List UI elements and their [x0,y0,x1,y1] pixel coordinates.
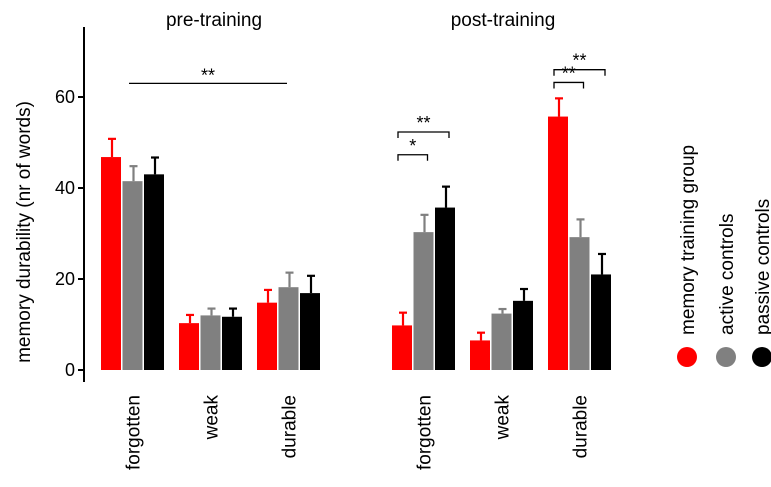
y-tick-label-40: 40 [55,178,75,198]
bar-1-durable-0 [548,116,568,370]
bar-0-weak-0 [179,323,199,370]
significance-bracket-1-2 [553,81,585,89]
significance-bracket-1-1 [397,131,450,139]
legend-marker-0 [677,347,697,367]
significance-bracket-1-0 [397,154,429,161]
panel-title-0: pre-training [166,10,262,31]
category-label-0-forgotten: forgotten [124,395,145,470]
bar-0-weak-2 [222,316,242,370]
legend-marker-1 [716,347,736,367]
legend-label-0: memory training group [678,145,699,335]
significance-label-1-2: ** [562,63,576,83]
bar-0-durable-1 [278,287,299,370]
bar-0-durable-2 [300,293,320,370]
bar-1-durable-1 [569,237,590,370]
bar-1-weak-0 [470,340,490,370]
legend: memory training group active controls pass… [677,145,771,367]
significance-label-1-3: ** [572,51,586,71]
bar-0-weak-1 [200,315,221,370]
bar-1-forgotten-1 [413,232,434,370]
bar-0-forgotten-2 [144,174,164,370]
labels-layer: 0 20 40 60 memory durability (nr of words) pr… [14,10,592,470]
bars-layer [101,116,611,370]
y-tick-label-60: 60 [55,87,75,107]
significance-label-1-1: ** [416,113,430,133]
category-label-0-durable: durable [280,395,301,458]
bar-0-durable-0 [257,302,277,370]
y-axis-title: memory durability (nr of words) [14,101,35,363]
significance-bracket-1-3 [553,69,606,76]
category-label-1-forgotten: forgotten [415,395,436,470]
bar-1-durable-2 [591,274,611,370]
category-label-0-weak: weak [202,395,223,441]
y-tick-label-20: 20 [55,269,75,289]
panel-title-1: post-training [451,10,556,31]
significance-label-1-0: * [409,136,416,156]
legend-marker-2 [752,347,771,367]
category-label-1-weak: weak [493,395,514,441]
category-label-1-durable: durable [571,395,592,458]
axes-layer [78,27,85,382]
error-bars-layer [108,97,606,341]
significance-label-0-0: ** [201,65,215,85]
legend-label-1: active controls [717,214,738,335]
significance-layer [129,69,606,161]
bar-0-forgotten-0 [101,157,121,370]
bar-1-weak-2 [513,300,533,370]
legend-label-2: passive controls [753,199,771,335]
y-tick-label-0: 0 [65,360,75,380]
bar-1-forgotten-0 [392,325,412,370]
bar-1-forgotten-2 [435,207,455,370]
bar-1-weak-1 [491,313,512,370]
bar-0-forgotten-1 [122,181,143,370]
